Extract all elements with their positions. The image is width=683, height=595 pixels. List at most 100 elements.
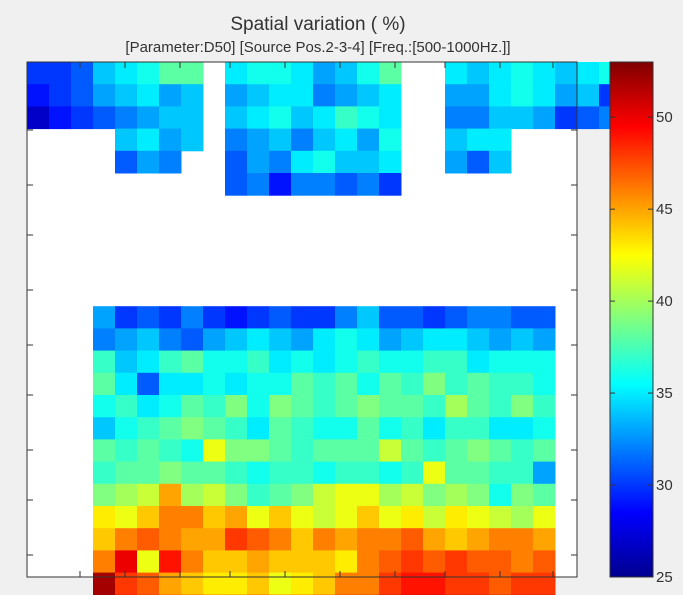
heatmap-cell — [467, 483, 490, 507]
heatmap-cell — [379, 461, 402, 485]
heatmap-cell — [511, 106, 534, 130]
heatmap-cell — [181, 128, 204, 152]
heatmap-cell — [511, 395, 534, 418]
heatmap-cell — [27, 84, 50, 107]
heatmap-cell — [467, 106, 490, 130]
heatmap-cell — [247, 306, 270, 329]
heatmap-cell — [269, 550, 292, 574]
colorbar-tick-label: 40 — [656, 293, 673, 310]
heatmap-cell — [357, 417, 380, 440]
heatmap-cell — [269, 372, 292, 396]
heatmap-cell — [533, 417, 556, 440]
heatmap-cell — [137, 84, 160, 107]
heatmap-cell — [181, 84, 204, 107]
heatmap-cell — [489, 483, 512, 507]
heatmap-cell — [49, 106, 72, 130]
heatmap-cell — [467, 439, 490, 463]
heatmap-cell — [247, 128, 270, 152]
heatmap-cell — [533, 350, 556, 374]
heatmap-cell — [335, 550, 358, 574]
heatmap-cell — [181, 328, 204, 352]
heatmap-cell — [335, 106, 358, 130]
heatmap-cell — [489, 328, 512, 352]
heatmap-cell — [379, 439, 402, 463]
heatmap-cell — [313, 150, 336, 174]
heatmap-cell — [423, 461, 446, 485]
heatmap-cell — [379, 150, 402, 174]
heatmap-cell — [291, 483, 314, 507]
heatmap-cell — [203, 395, 226, 418]
heatmap-cell — [423, 528, 446, 551]
heatmap-cell — [401, 550, 424, 574]
heatmap-cell — [291, 306, 314, 329]
heatmap-cell — [313, 306, 336, 329]
heatmap-cell — [159, 62, 182, 85]
colorbar-tick-label: 45 — [656, 201, 673, 218]
heatmap-cell — [489, 528, 512, 551]
colorbar-tick-label: 50 — [656, 109, 673, 126]
heatmap-cell — [401, 372, 424, 396]
heatmap-cell — [115, 84, 138, 107]
heatmap-cell — [269, 328, 292, 352]
heatmap-cell — [489, 461, 512, 485]
heatmap-cell — [511, 372, 534, 396]
heatmap-cell — [445, 572, 468, 595]
heatmap-cell — [335, 528, 358, 551]
heatmap-cell — [137, 528, 160, 551]
heatmap-cell — [379, 572, 402, 595]
heatmap-cell — [423, 306, 446, 329]
heatmap-cell — [445, 62, 468, 85]
heatmap-cell — [489, 150, 512, 174]
heatmap-cell — [313, 483, 336, 507]
heatmap-cell — [533, 528, 556, 551]
heatmap-cell — [203, 483, 226, 507]
heatmap-cell — [115, 150, 138, 174]
heatmap-cell — [93, 528, 116, 551]
heatmap-cell — [357, 62, 380, 85]
heatmap-cell — [357, 150, 380, 174]
heatmap-cell — [423, 328, 446, 352]
heatmap-cell — [467, 306, 490, 329]
heatmap-cell — [379, 306, 402, 329]
heatmap-cell — [269, 395, 292, 418]
heatmap-cell — [115, 417, 138, 440]
heatmap-cell — [335, 62, 358, 85]
heatmap-cell — [181, 106, 204, 130]
heatmap-cell — [445, 439, 468, 463]
heatmap-cell — [335, 483, 358, 507]
heatmap-cell — [159, 106, 182, 130]
heatmap-cell — [115, 550, 138, 574]
heatmap-cell — [159, 439, 182, 463]
heatmap-cell — [269, 417, 292, 440]
heatmap-cell — [247, 439, 270, 463]
heatmap-cell — [247, 350, 270, 374]
heatmap-cell — [181, 350, 204, 374]
heatmap-cell — [269, 506, 292, 529]
heatmap-cell — [93, 328, 116, 352]
heatmap-cell — [115, 395, 138, 418]
heatmap-cell — [159, 572, 182, 595]
heatmap-cell — [467, 550, 490, 574]
heatmap-cell — [291, 106, 314, 130]
heatmap-cell — [357, 395, 380, 418]
heatmap-cell — [335, 306, 358, 329]
heatmap-cell — [357, 550, 380, 574]
heatmap-cell — [357, 173, 380, 196]
heatmap-cell — [291, 372, 314, 396]
heatmap-cell — [49, 62, 72, 85]
heatmap-cell — [401, 306, 424, 329]
heatmap-cell — [423, 372, 446, 396]
heatmap-cell — [115, 328, 138, 352]
heatmap-cell — [159, 550, 182, 574]
heatmap-cell — [379, 417, 402, 440]
heatmap-cell — [115, 106, 138, 130]
heatmap-cell — [291, 150, 314, 174]
heatmap-cell — [225, 306, 248, 329]
heatmap-cell — [335, 439, 358, 463]
plot-ticks — [27, 62, 577, 577]
heatmap-cell — [511, 306, 534, 329]
heatmap-cell — [335, 173, 358, 196]
heatmap-cell — [137, 461, 160, 485]
heatmap-cell — [247, 372, 270, 396]
heatmap-cell — [269, 128, 292, 152]
